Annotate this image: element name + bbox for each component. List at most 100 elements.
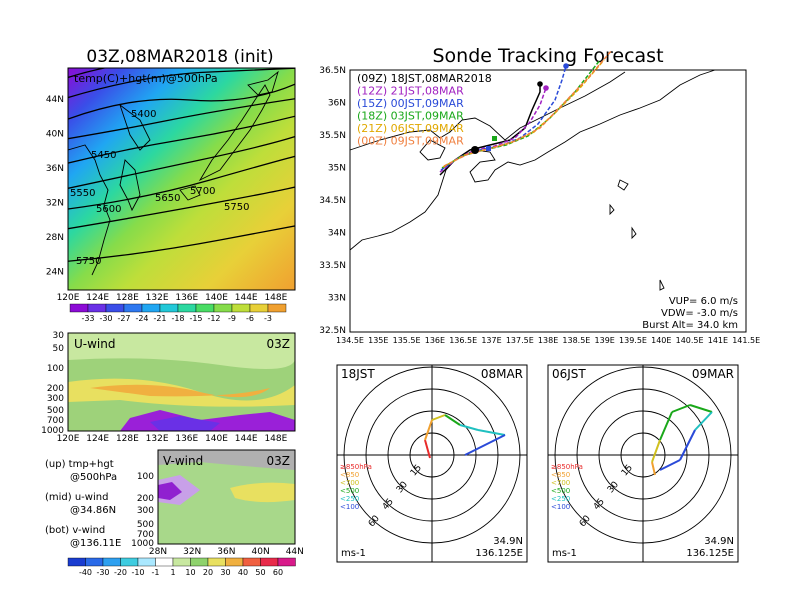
lat-tick: 35N [328, 164, 346, 174]
hodograph-segment [659, 411, 673, 441]
track-marker [492, 136, 497, 141]
temperature-colorbar: -33 -30 -27 -24 -21 -18 -15 -12 -9 -6 -3 [69, 303, 287, 323]
colorbar-label: 60 [273, 568, 283, 577]
hodograph-segment [694, 411, 713, 431]
launch-legend-entry: (09Z) 18JST,08MAR2018 [357, 72, 492, 85]
hodograph-segment [651, 461, 656, 476]
sonde-tracks [439, 49, 613, 176]
coastlines [68, 70, 279, 276]
tracking-coastlines [349, 69, 716, 291]
lon-tick: 128E [116, 293, 139, 303]
map-500hpa-panel: 03Z,08MAR2018 (init) [46, 47, 296, 323]
hodograph-segment [424, 439, 431, 459]
colorbar-swatch [267, 303, 287, 313]
contour-label: 5400 [131, 109, 156, 120]
contour-label: 5600 [96, 204, 121, 215]
colorbar-swatch [242, 557, 261, 567]
tracking-lon-ticks: 134.5E 135E 135.5E 136E 136.5E 137E 137.5E 138E… [336, 336, 760, 345]
pressure-legend-entry: ≥850hPa [340, 463, 372, 471]
colorbar-swatch [177, 303, 197, 313]
colorbar-label: -30 [99, 314, 112, 323]
colorbar-swatch [172, 557, 191, 567]
lat-tick: 44N [286, 547, 304, 557]
colorbar-swatch [207, 557, 226, 567]
lon-tick: 138.5E [562, 336, 590, 345]
tracking-panel: Sonde Tracking Forecast (09Z) 18JST,08MA… [319, 45, 760, 345]
lon-tick: 140E [205, 434, 228, 444]
hodograph-ring [576, 388, 710, 522]
colorbar-label: -27 [117, 314, 130, 323]
hodograph-ring [365, 388, 499, 522]
colorbar-swatch [277, 557, 296, 567]
colorbar-label: 10 [185, 568, 195, 577]
vwind-band [158, 482, 182, 500]
lat-tick: 34.5N [319, 196, 346, 206]
hodograph-date: 09MAR [692, 367, 734, 381]
lat-tick: 33N [328, 294, 346, 304]
contour-label: 5650 [155, 193, 180, 204]
lon-tick: 136E [175, 293, 198, 303]
lon-tick: 139E [595, 336, 615, 345]
hodograph-segment [659, 459, 681, 471]
lat-tick: 35.5N [319, 131, 346, 141]
pressure-legend-entry: <850 [340, 471, 359, 479]
vwind-band [158, 450, 295, 470]
colorbar-label: -21 [153, 314, 166, 323]
track-end-marker [563, 63, 569, 69]
colorbar-swatch [260, 557, 279, 567]
lon-tick: 120E [57, 293, 80, 303]
pressure-tick: 1000 [41, 426, 64, 436]
lat-tick: 32.5N [319, 326, 346, 336]
colorbar-swatch [123, 303, 143, 313]
tracking-frame [349, 69, 747, 333]
colorbar-swatch [141, 303, 161, 313]
legend-up-2: @500hPa [70, 472, 117, 483]
lon-tick: 134.5E [336, 336, 364, 345]
uwind-band [90, 384, 270, 398]
contour-label: 5450 [91, 150, 116, 161]
launch-legend-entry: (21Z) 06JST,09MAR [357, 122, 464, 135]
launch-legend-entry: (00Z) 09JST,09MAR [357, 135, 464, 148]
pressure-tick: 200 [137, 494, 154, 504]
pressure-tick: 100 [47, 364, 64, 374]
lon-tick: 138E [538, 336, 558, 345]
vwind-time: 03Z [267, 454, 291, 468]
height-contours [68, 68, 295, 262]
lon-tick: 148E [264, 293, 287, 303]
vwind-label: V-wind [163, 454, 203, 468]
lon-tick: 137E [481, 336, 501, 345]
colorbar-swatch [213, 303, 233, 313]
panel-legend: (up) tmp+hgt @500hPa (mid) u-wind @34.86… [45, 459, 121, 549]
contour-label: 5550 [70, 188, 95, 199]
colorbar-swatch [85, 557, 104, 567]
lat-tick: 28N [149, 547, 167, 557]
colorbar-label: -30 [96, 568, 109, 577]
lat-tick: 44N [46, 95, 64, 105]
colorbar-label: -18 [171, 314, 184, 323]
track-marker [486, 146, 491, 151]
hodograph-unit: ms-1 [552, 548, 577, 559]
colorbar-label: -6 [246, 314, 254, 323]
pressure-legend-entry: <700 [340, 479, 359, 487]
hodograph-ring [620, 432, 666, 478]
launch-legend-entry: (15Z) 00JST,09MAR [357, 97, 464, 110]
lon-tick: 132E [146, 293, 169, 303]
hodograph-ring [343, 366, 521, 544]
pressure-tick: 200 [47, 384, 64, 394]
lon-tick: 144E [235, 434, 258, 444]
colorbar-label: -3 [264, 314, 272, 323]
pressure-tick: 300 [47, 394, 64, 404]
track-end-marker [537, 81, 543, 87]
hodograph-lat: 34.9N [493, 536, 523, 547]
launch-site-marker [471, 146, 479, 154]
pressure-legend-entry: ≥850hPa [551, 463, 583, 471]
colorbar-label: -15 [189, 314, 202, 323]
colorbar-swatch [120, 557, 139, 567]
lon-tick: 120E [57, 434, 80, 444]
colorbar-label: -20 [114, 568, 127, 577]
lon-tick: 140E [205, 293, 228, 303]
pressure-legend-entry: <700 [551, 479, 570, 487]
pressure-tick: 700 [137, 530, 154, 540]
uwind-time: 03Z [267, 337, 291, 351]
